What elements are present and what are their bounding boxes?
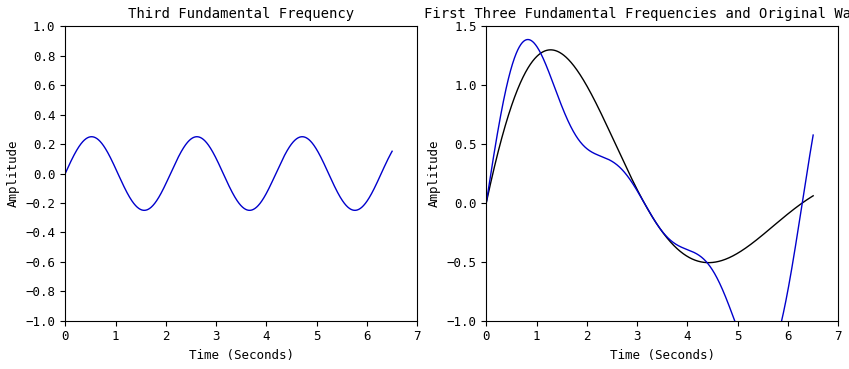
Title: Third Fundamental Frequency: Third Fundamental Frequency <box>128 7 354 21</box>
Y-axis label: Amplitude: Amplitude <box>428 140 441 207</box>
X-axis label: Time (Seconds): Time (Seconds) <box>188 349 294 362</box>
Title: First Three Fundamental Frequencies and Original Waveform: First Three Fundamental Frequencies and … <box>424 7 849 21</box>
Y-axis label: Amplitude: Amplitude <box>7 140 20 207</box>
X-axis label: Time (Seconds): Time (Seconds) <box>610 349 715 362</box>
